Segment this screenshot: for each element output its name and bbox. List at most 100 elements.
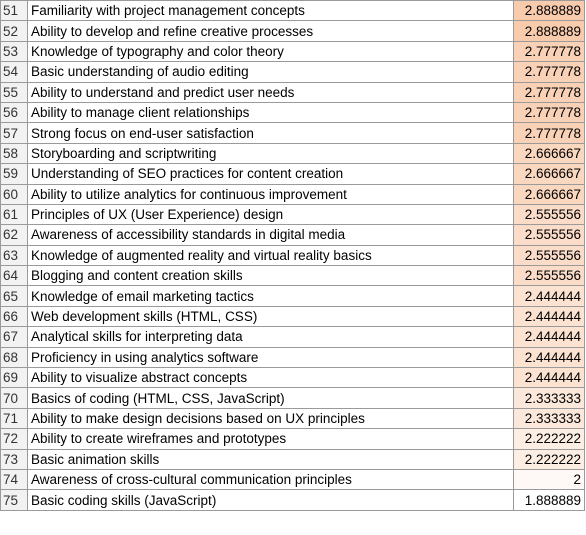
skill-cell[interactable]: Principles of UX (User Experience) desig… [27, 203, 514, 226]
score-cell[interactable]: 2.555556 [513, 203, 585, 226]
row: 62 Awareness of accessibility standards i… [0, 224, 585, 246]
row-number[interactable]: 74 [0, 468, 28, 491]
score-cell[interactable]: 2.666667 [513, 163, 585, 185]
score-cell[interactable]: 2 [513, 468, 585, 491]
row-number[interactable]: 68 [0, 346, 28, 369]
spreadsheet: 51 Familiarity with project management co… [0, 0, 585, 511]
row: 52 Ability to develop and refine creative… [0, 20, 585, 42]
row-number[interactable]: 69 [0, 367, 28, 389]
skill-cell[interactable]: Awareness of cross-cultural communicatio… [27, 468, 514, 491]
row-number[interactable]: 72 [0, 428, 28, 450]
row-number[interactable]: 61 [0, 203, 28, 226]
skill-cell[interactable]: Basic coding skills (JavaScript) [27, 489, 514, 511]
skill-cell[interactable]: Strong focus on end-user satisfaction [27, 122, 514, 144]
skill-cell[interactable]: Understanding of SEO practices for conte… [27, 163, 514, 185]
row: 65 Knowledge of email marketing tactics 2.… [0, 285, 585, 307]
row: 54 Basic understanding of audio editing 2.… [0, 61, 585, 83]
row: 60 Ability to utilize analytics for conti… [0, 183, 585, 205]
score-cell[interactable]: 2.777778 [513, 40, 585, 63]
row-number[interactable]: 57 [0, 122, 28, 144]
score-cell[interactable]: 2.444444 [513, 326, 585, 348]
score-cell[interactable]: 1.888889 [513, 489, 585, 511]
score-cell[interactable]: 2.555556 [513, 224, 585, 246]
row: 70 Basics of coding (HTML, CSS, JavaScrip… [0, 387, 585, 409]
score-cell[interactable]: 2.777778 [513, 61, 585, 83]
row: 66 Web development skills (HTML, CSS) 2.44… [0, 305, 585, 328]
score-cell[interactable]: 2.333333 [513, 407, 585, 430]
skill-cell[interactable]: Ability to visualize abstract concepts [27, 367, 514, 389]
skill-cell[interactable]: Blogging and content creation skills [27, 265, 514, 287]
skill-cell[interactable]: Ability to manage client relationships [27, 101, 514, 124]
row: 55 Ability to understand and predict user… [0, 81, 585, 103]
score-cell[interactable]: 2.666667 [513, 142, 585, 165]
skill-cell[interactable]: Knowledge of augmented reality and virtu… [27, 244, 514, 267]
row-number[interactable]: 66 [0, 305, 28, 328]
skill-cell[interactable]: Ability to develop and refine creative p… [27, 20, 514, 42]
row: 57 Strong focus on end-user satisfaction 2… [0, 122, 585, 144]
skill-cell[interactable]: Ability to utilize analytics for continu… [27, 183, 514, 205]
row: 63 Knowledge of augmented reality and vir… [0, 244, 585, 267]
row-number[interactable]: 51 [0, 0, 28, 22]
score-cell[interactable]: 2.333333 [513, 387, 585, 409]
row-number[interactable]: 64 [0, 265, 28, 287]
skill-cell[interactable]: Ability to understand and predict user n… [27, 81, 514, 103]
row: 68 Proficiency in using analytics softwar… [0, 346, 585, 369]
score-cell[interactable]: 2.444444 [513, 346, 585, 369]
row-number[interactable]: 73 [0, 448, 28, 470]
row: 73 Basic animation skills 2.222222 [0, 448, 585, 470]
row-number[interactable]: 53 [0, 40, 28, 63]
row: 53 Knowledge of typography and color theo… [0, 40, 585, 63]
score-cell[interactable]: 2.444444 [513, 285, 585, 307]
row: 67 Analytical skills for interpreting dat… [0, 326, 585, 348]
score-cell[interactable]: 2.222222 [513, 448, 585, 470]
skill-cell[interactable]: Storyboarding and scriptwriting [27, 142, 514, 165]
skill-cell[interactable]: Knowledge of email marketing tactics [27, 285, 514, 307]
skill-cell[interactable]: Proficiency in using analytics software [27, 346, 514, 369]
skill-cell[interactable]: Basics of coding (HTML, CSS, JavaScript) [27, 387, 514, 409]
score-cell[interactable]: 2.222222 [513, 428, 585, 450]
skill-cell[interactable]: Analytical skills for interpreting data [27, 326, 514, 348]
row-number[interactable]: 52 [0, 20, 28, 42]
score-cell[interactable]: 2.444444 [513, 367, 585, 389]
row: 74 Awareness of cross-cultural communicat… [0, 468, 585, 491]
score-cell[interactable]: 2.777778 [513, 101, 585, 124]
score-cell[interactable]: 2.444444 [513, 305, 585, 328]
row-number[interactable]: 62 [0, 224, 28, 246]
score-cell[interactable]: 2.777778 [513, 81, 585, 103]
score-cell[interactable]: 2.777778 [513, 122, 585, 144]
row-number[interactable]: 60 [0, 183, 28, 205]
row-number[interactable]: 67 [0, 326, 28, 348]
row-number[interactable]: 71 [0, 407, 28, 430]
score-cell[interactable]: 2.666667 [513, 183, 585, 205]
skill-cell[interactable]: Ability to make design decisions based o… [27, 407, 514, 430]
row: 59 Understanding of SEO practices for con… [0, 163, 585, 185]
score-cell[interactable]: 2.888889 [513, 0, 585, 22]
skill-cell[interactable]: Knowledge of typography and color theory [27, 40, 514, 63]
row-number[interactable]: 65 [0, 285, 28, 307]
skill-cell[interactable]: Basic animation skills [27, 448, 514, 470]
skill-cell[interactable]: Awareness of accessibility standards in … [27, 224, 514, 246]
score-cell[interactable]: 2.888889 [513, 20, 585, 42]
row: 64 Blogging and content creation skills 2.… [0, 265, 585, 287]
row-number[interactable]: 75 [0, 489, 28, 511]
row-number[interactable]: 55 [0, 81, 28, 103]
score-cell[interactable]: 2.555556 [513, 265, 585, 287]
row-number[interactable]: 58 [0, 142, 28, 165]
skill-cell[interactable]: Ability to create wireframes and prototy… [27, 428, 514, 450]
score-cell[interactable]: 2.555556 [513, 244, 585, 267]
row: 58 Storyboarding and scriptwriting 2.66666… [0, 142, 585, 165]
row: 61 Principles of UX (User Experience) des… [0, 203, 585, 226]
row: 75 Basic coding skills (JavaScript) 1.8888… [0, 489, 585, 511]
row: 71 Ability to make design decisions based… [0, 407, 585, 430]
row: 56 Ability to manage client relationships… [0, 101, 585, 124]
row-number[interactable]: 54 [0, 61, 28, 83]
row-number[interactable]: 70 [0, 387, 28, 409]
skill-cell[interactable]: Familiarity with project management conc… [27, 0, 514, 22]
row-number[interactable]: 63 [0, 244, 28, 267]
row-number[interactable]: 56 [0, 101, 28, 124]
row: 51 Familiarity with project management co… [0, 0, 585, 22]
skill-cell[interactable]: Web development skills (HTML, CSS) [27, 305, 514, 328]
skill-cell[interactable]: Basic understanding of audio editing [27, 61, 514, 83]
row-number[interactable]: 59 [0, 163, 28, 185]
